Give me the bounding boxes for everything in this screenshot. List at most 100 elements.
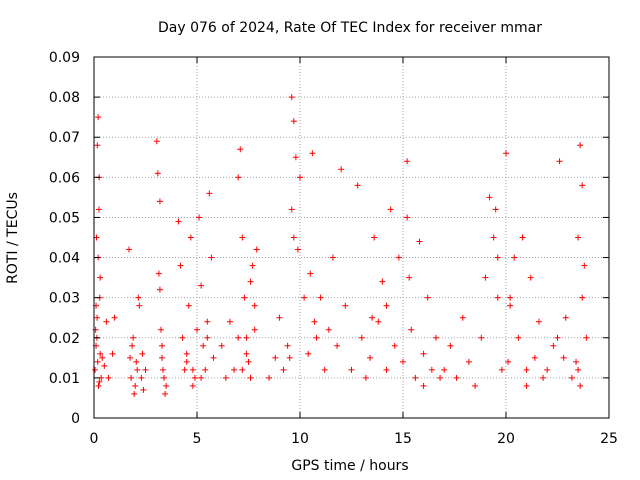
data-point — [251, 326, 258, 333]
data-point — [404, 158, 411, 165]
data-point — [400, 358, 406, 365]
data-point — [416, 238, 423, 245]
data-point — [241, 294, 248, 301]
y-tick-label: 0.07 — [49, 130, 80, 146]
data-point — [583, 334, 590, 341]
data-point — [437, 374, 444, 381]
data-point — [175, 218, 182, 225]
x-tick-label: 15 — [394, 431, 412, 447]
data-point — [204, 334, 211, 341]
data-point — [208, 254, 215, 261]
data-point — [311, 318, 318, 325]
axis-ticks — [93, 56, 610, 419]
data-point — [210, 354, 217, 361]
data-point — [309, 150, 316, 157]
data-point — [290, 118, 297, 125]
data-point — [206, 190, 213, 197]
data-points — [92, 94, 590, 397]
data-point — [97, 274, 104, 281]
data-point — [235, 174, 242, 181]
data-point — [288, 94, 295, 101]
data-point — [478, 334, 485, 341]
data-point — [395, 254, 402, 261]
data-point — [408, 326, 415, 333]
data-point — [111, 314, 118, 321]
data-point — [486, 194, 493, 201]
y-tick-label: 0 — [71, 411, 80, 427]
data-point — [158, 342, 165, 349]
tick-labels: 0 5 10 15 20 25 0 0.01 0.02 0.03 0.04 0.05 0.06 0.07 0… — [49, 50, 618, 447]
data-point — [523, 382, 530, 389]
data-point — [96, 378, 103, 385]
data-point — [354, 182, 361, 189]
data-point — [196, 214, 203, 221]
data-point — [153, 138, 160, 145]
data-point — [568, 374, 575, 381]
data-point — [307, 270, 314, 277]
data-point — [155, 270, 162, 277]
data-point — [130, 334, 137, 341]
data-point — [198, 282, 205, 289]
data-point — [383, 302, 390, 309]
data-point — [247, 374, 254, 381]
data-point — [511, 254, 518, 261]
data-point — [432, 334, 439, 341]
data-point — [101, 362, 108, 369]
data-point — [284, 342, 291, 349]
data-point — [441, 366, 448, 373]
data-point — [99, 354, 106, 361]
data-point — [406, 274, 413, 281]
data-point — [158, 354, 165, 361]
data-point — [97, 350, 104, 357]
data-point — [507, 294, 514, 301]
data-point — [562, 314, 569, 321]
data-point — [305, 350, 312, 357]
data-point — [183, 358, 190, 365]
data-point — [237, 146, 244, 153]
plot-frame — [93, 56, 610, 419]
data-point — [338, 166, 345, 173]
data-point — [239, 366, 246, 373]
data-point — [136, 302, 143, 309]
data-point — [531, 354, 538, 361]
data-point — [249, 262, 256, 269]
data-point — [556, 158, 563, 165]
data-point — [181, 366, 188, 373]
data-point — [579, 294, 586, 301]
data-point — [325, 326, 332, 333]
data-point — [428, 366, 435, 373]
data-point — [194, 326, 200, 333]
data-point — [191, 374, 198, 381]
data-point — [276, 314, 283, 321]
y-tick-label: 0.02 — [49, 331, 80, 347]
data-point — [498, 366, 505, 373]
data-point — [286, 354, 293, 361]
data-point — [251, 302, 258, 309]
data-point — [505, 358, 512, 365]
data-point — [160, 366, 167, 373]
data-point — [459, 314, 466, 321]
data-point — [492, 206, 499, 213]
data-point — [535, 318, 542, 325]
data-point — [133, 358, 140, 365]
data-point — [554, 334, 561, 341]
data-point — [507, 302, 514, 309]
data-point — [515, 334, 522, 341]
data-point — [243, 334, 250, 341]
data-point — [391, 342, 398, 349]
data-point — [297, 174, 303, 181]
data-point — [494, 294, 501, 301]
data-point — [579, 182, 586, 189]
chart-title: Day 076 of 2024, Rate Of TEC Index for r… — [158, 20, 542, 36]
y-tick-label: 0.08 — [49, 90, 80, 106]
data-point — [105, 374, 112, 381]
data-point — [424, 294, 431, 301]
data-point — [387, 206, 394, 213]
data-point — [280, 366, 287, 373]
data-point — [95, 206, 102, 213]
data-point — [226, 318, 233, 325]
data-point — [550, 342, 557, 349]
data-point — [142, 366, 149, 373]
data-point — [581, 262, 588, 269]
